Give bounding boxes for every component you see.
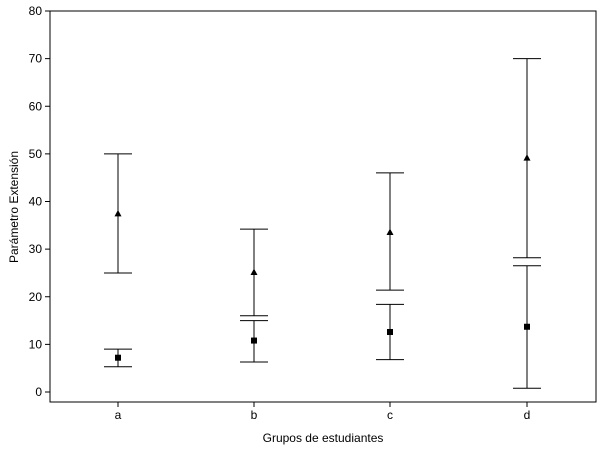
data-point-square — [387, 328, 393, 335]
x-tick-label: a — [115, 408, 122, 422]
data-point-triangle — [114, 209, 122, 217]
y-tick-label: 40 — [29, 195, 43, 209]
y-tick-label: 0 — [35, 385, 42, 399]
data-point-triangle — [523, 154, 531, 161]
data-point-square — [251, 337, 257, 344]
y-axis: 0 10 20 30 40 50 60 70 80 — [29, 4, 50, 399]
data-point-triangle — [386, 228, 394, 235]
x-tick-label: d — [524, 408, 531, 422]
error-bars — [104, 58, 541, 389]
plot-frame — [49, 10, 597, 403]
data-point-square — [115, 354, 121, 361]
y-tick-label: 10 — [29, 337, 43, 351]
data-points — [114, 154, 531, 361]
x-axis: a b c d — [115, 402, 531, 422]
y-tick-label: 60 — [29, 99, 43, 113]
y-tick-label: 20 — [29, 290, 43, 304]
y-axis-title: Parámetro Extensión — [7, 151, 21, 263]
data-point-square — [524, 323, 530, 330]
data-point-triangle — [250, 268, 258, 275]
y-tick-label: 80 — [29, 4, 43, 18]
y-tick-label: 70 — [29, 52, 43, 66]
x-axis-title: Grupos de estudiantes — [263, 431, 384, 445]
x-tick-label: b — [251, 408, 258, 422]
y-tick-label: 30 — [29, 242, 43, 256]
x-tick-label: c — [387, 408, 393, 422]
y-tick-label: 50 — [29, 147, 43, 161]
